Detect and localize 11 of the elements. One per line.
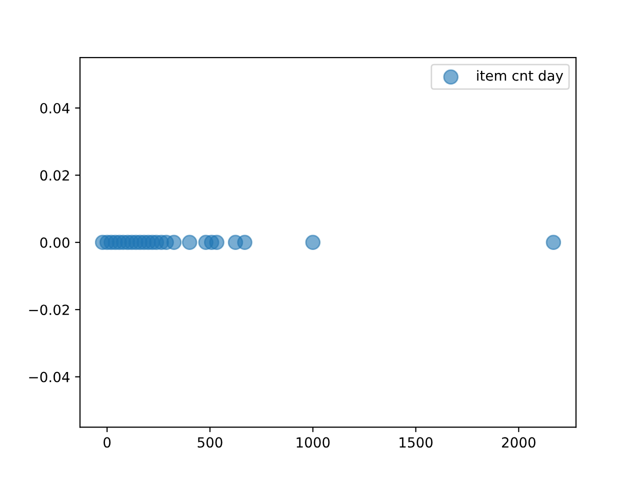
x-tick-label: 2000	[502, 437, 536, 448]
y-tick-label: 0.00	[40, 237, 70, 248]
y-tick-label: 0.04	[40, 102, 70, 114]
x-tick-label: 1000	[296, 437, 330, 448]
y-tick-label: 0.02	[40, 170, 69, 181]
x-tick-label: 500	[198, 437, 222, 448]
legend-label: item cnt day	[477, 70, 564, 84]
y-tick-label: −0.02	[29, 304, 69, 316]
x-tick-label: 0	[104, 437, 111, 448]
y-tick-label: −0.04	[29, 372, 70, 382]
x-tick-label: 1500	[400, 437, 433, 448]
